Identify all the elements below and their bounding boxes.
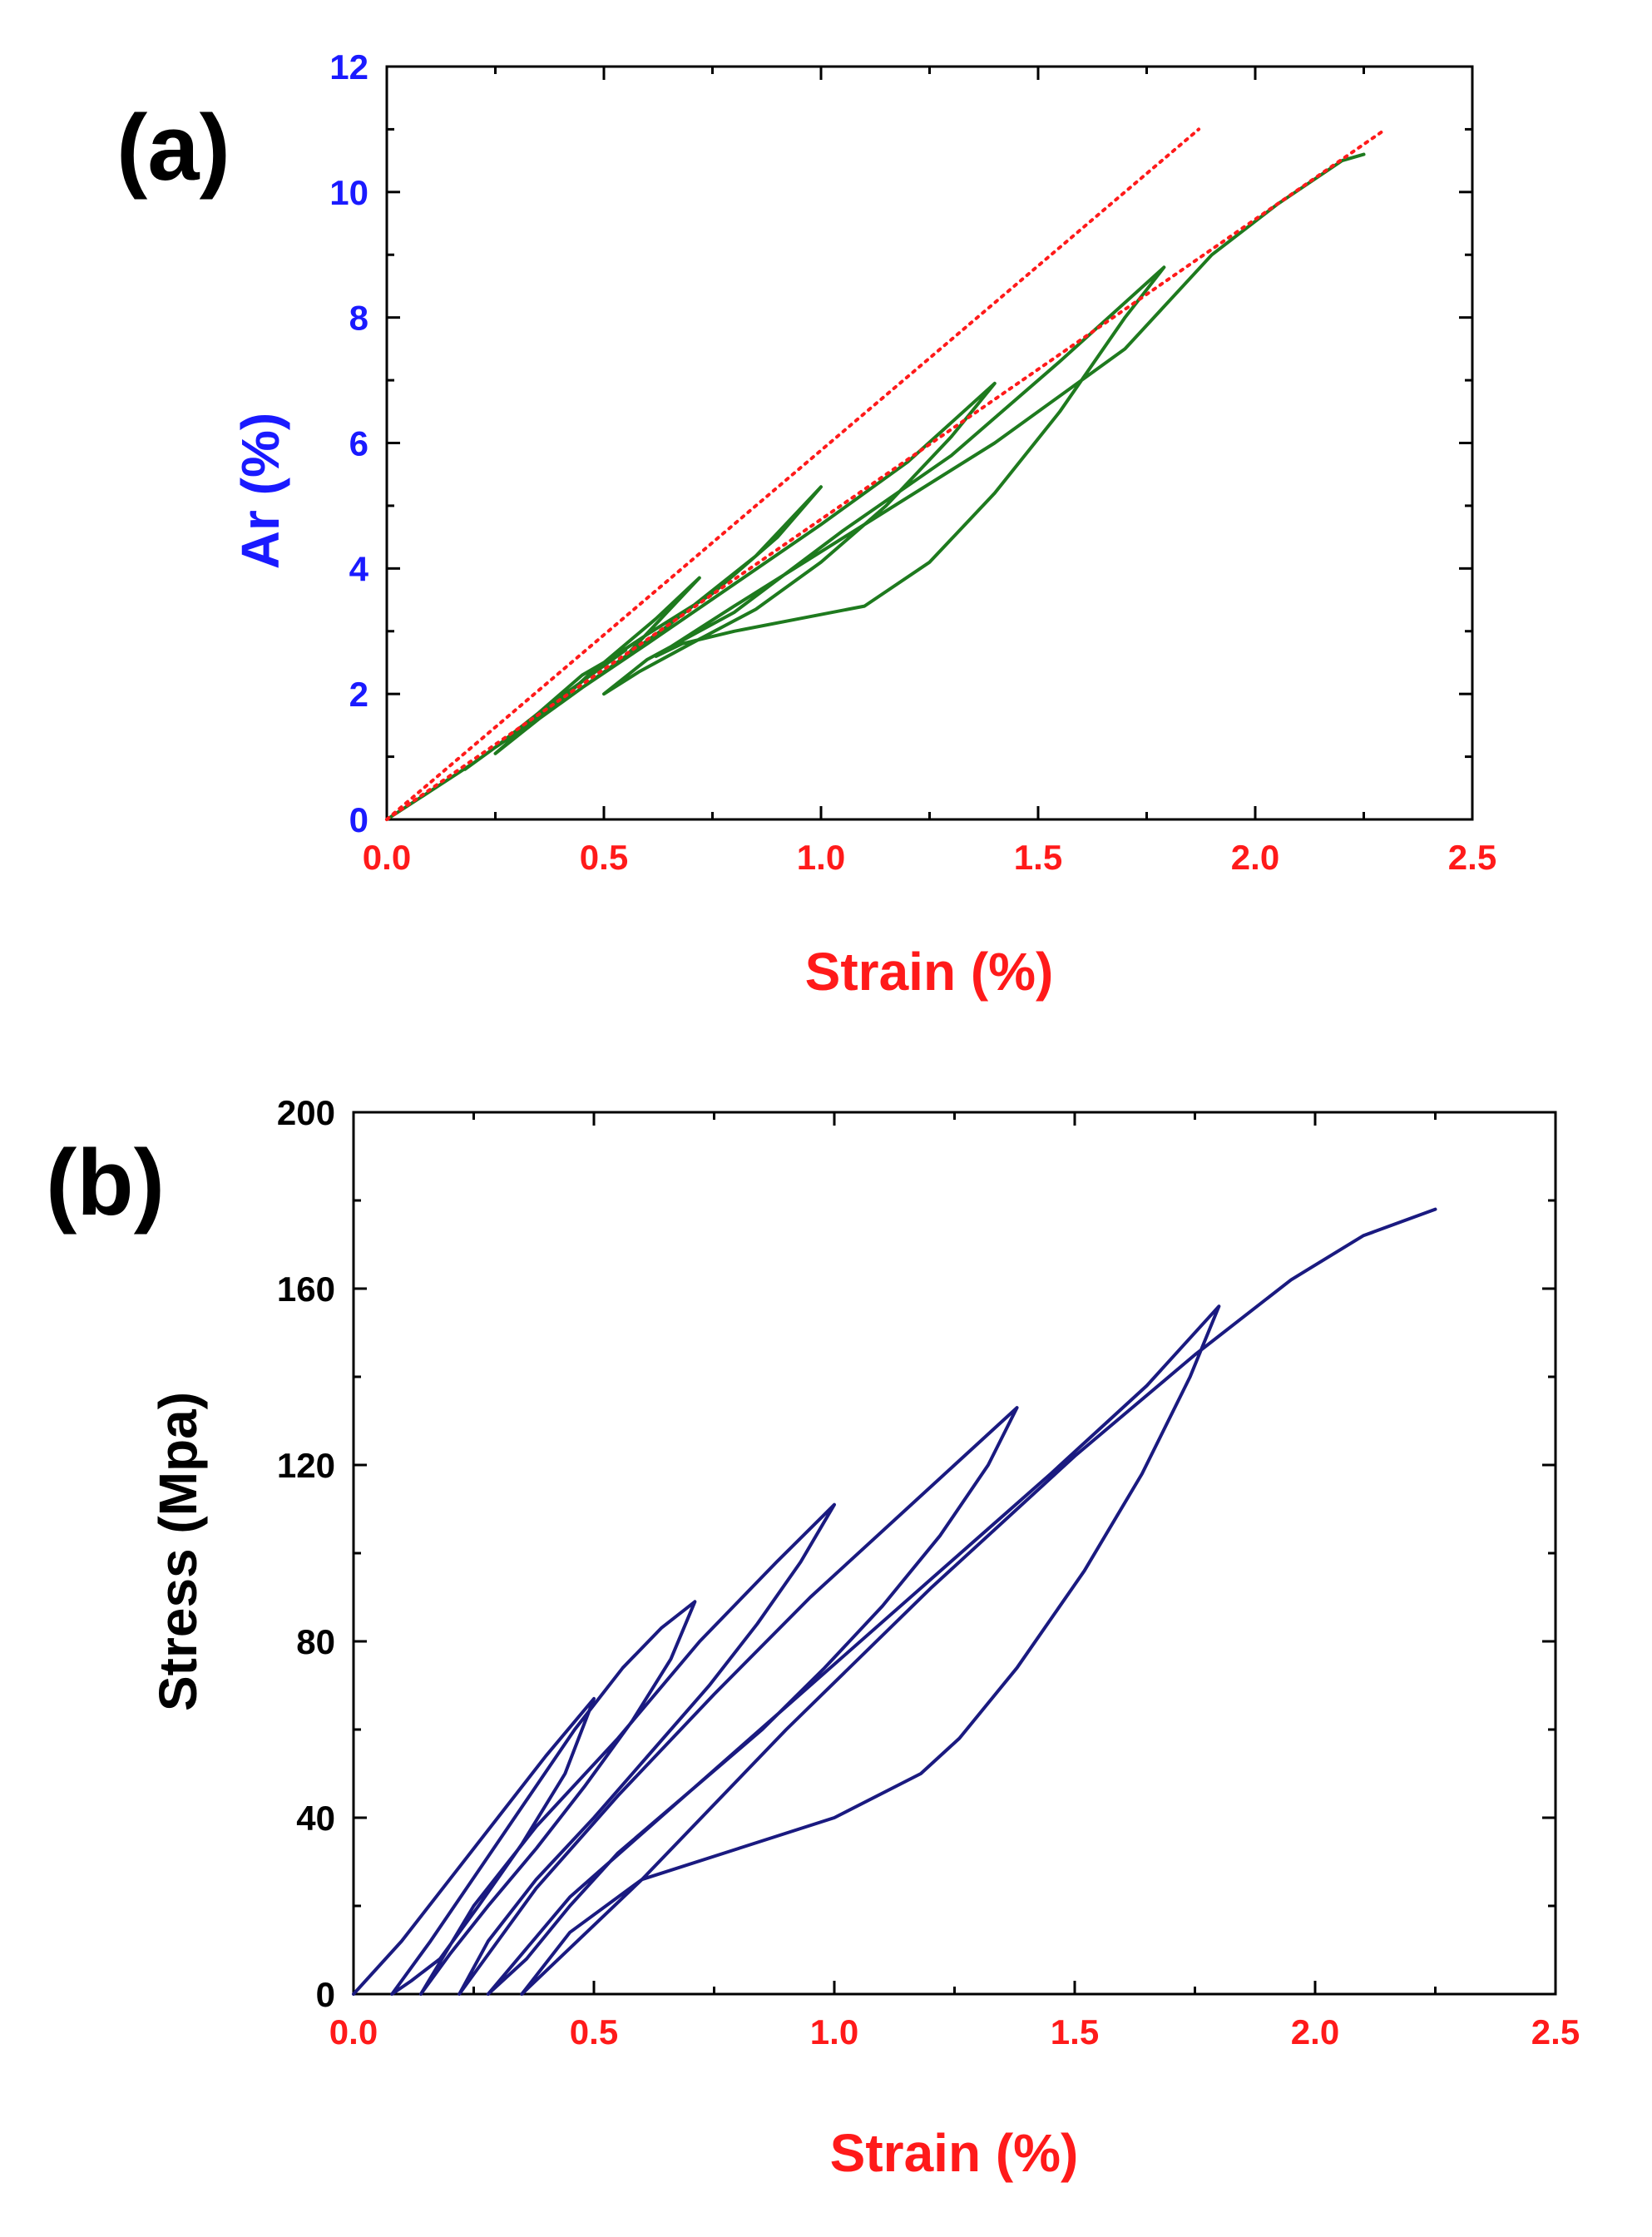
plot-frame-b [352,1111,1557,1996]
series-group-a [385,127,1387,821]
y-tick-label-a-4: 8 [349,299,368,338]
y-tick-label-a-5: 10 [329,173,368,212]
x-tick-label-a-4: 2.0 [1231,838,1279,877]
y-tick-label-a-3: 6 [349,424,368,463]
x-tick-label-a-0: 0.0 [363,838,411,877]
panel-label-a: (a) [116,96,230,200]
x-tick-label-b-3: 1.5 [1051,2012,1099,2051]
y-tick-label-a-6: 12 [329,47,368,87]
x-axis-title-b: Strain (%) [830,2123,1079,2183]
x-tick-labels-a: 0.0 0.5 1.0 1.5 2.0 2.5 [363,838,1496,877]
series-line-a-1 [385,127,1201,821]
x-tick-labels-b: 0.0 0.5 1.0 1.5 2.0 2.5 [329,2012,1580,2051]
y-tick-label-b-2: 80 [296,1622,335,1661]
chart-b: (b) 0.0 0.5 1.0 1.5 2.0 2.5 0 40 80 120 160 200 St… [46,1093,1580,2183]
series-line-b-0 [352,1207,1437,1996]
y-axis-title-a: Ar (%) [230,413,290,569]
series-line-a-2 [385,127,1387,821]
x-tick-label-b-0: 0.0 [329,2012,378,2051]
tick-marks-a [385,65,1474,821]
x-axis-title-a: Strain (%) [805,942,1054,1002]
y-tick-label-b-3: 120 [277,1446,335,1485]
x-tick-label-b-5: 2.5 [1531,2012,1580,2051]
x-tick-label-a-2: 1.0 [797,838,845,877]
series-line-a-0 [385,152,1366,821]
x-tick-label-b-2: 1.0 [810,2012,858,2051]
y-tick-label-b-4: 160 [277,1269,335,1309]
y-tick-label-a-0: 0 [349,800,368,839]
y-axis-title-b: Stress (Mpa) [148,1392,208,1711]
y-tick-label-a-2: 4 [349,549,369,588]
x-tick-label-a-3: 1.5 [1014,838,1062,877]
y-tick-label-b-1: 40 [296,1799,335,1838]
y-tick-label-b-5: 200 [277,1093,335,1132]
panel-label-b: (b) [46,1131,165,1235]
x-tick-label-a-1: 0.5 [580,838,628,877]
y-tick-label-b-0: 0 [316,1975,335,2014]
y-tick-labels-b: 0 40 80 120 160 200 [277,1093,335,2014]
x-tick-label-b-4: 2.0 [1291,2012,1339,2051]
x-tick-label-a-5: 2.5 [1448,838,1496,877]
series-group-b [352,1207,1437,1996]
x-tick-label-b-1: 0.5 [570,2012,618,2051]
chart-a: (a) 0.0 0.5 1.0 1.5 2.0 2.5 0 2 4 6 8 10 12 Strain … [116,47,1496,1002]
y-tick-label-a-1: 2 [349,675,368,714]
tick-marks-b [352,1111,1557,1996]
y-tick-labels-a: 0 2 4 6 8 10 12 [329,47,368,839]
